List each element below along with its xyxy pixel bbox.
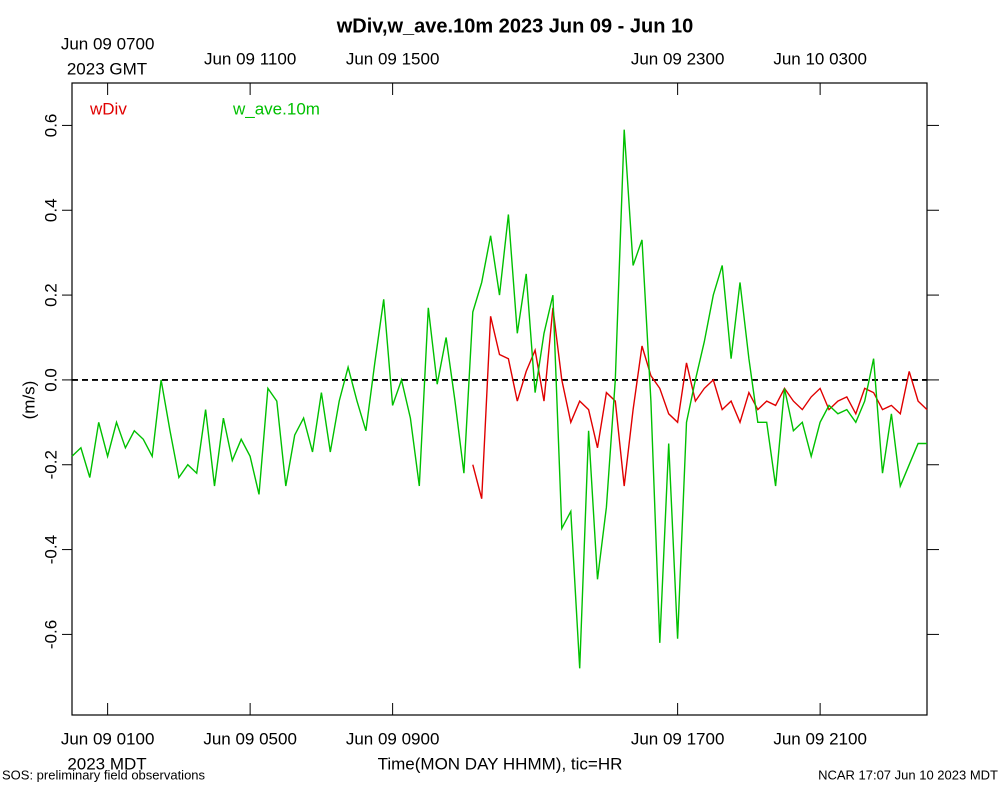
- y-tick-label: 0.4: [41, 198, 60, 222]
- x2-tick-label: Jun 09 1500: [346, 49, 440, 68]
- x-axis-label: Time(MON DAY HHMM), tic=HR: [378, 754, 623, 773]
- legend-label: wDiv: [89, 99, 127, 118]
- x2-tick-label: Jun 09 1100: [204, 49, 296, 68]
- y-tick-label: 0.0: [41, 368, 60, 392]
- x2-tick-label: Jun 09 0700: [61, 34, 155, 53]
- y-tick-label: -0.4: [41, 535, 60, 564]
- x-tick-label: Jun 09 0500: [203, 729, 297, 748]
- x2-tick-label: Jun 10 0300: [773, 49, 867, 68]
- y-tick-label: -0.6: [41, 620, 60, 649]
- y-tick-label: 0.2: [41, 283, 60, 307]
- x-corner-label: 2023 MDT: [67, 754, 146, 773]
- chart-title: wDiv,w_ave.10m 2023 Jun 09 - Jun 10: [336, 15, 693, 37]
- x-tick-label: Jun 09 2100: [773, 729, 867, 748]
- x-tick-label: Jun 09 1700: [631, 729, 725, 748]
- data-line: [472, 307, 928, 499]
- footer-right: NCAR 17:07 Jun 10 2023 MDT: [818, 767, 998, 782]
- y-tick-label: -0.2: [41, 450, 60, 479]
- y-tick-label: 0.6: [41, 114, 60, 138]
- x-tick-label: Jun 09 0900: [346, 729, 440, 748]
- y-axis-label: (m/s): [19, 381, 38, 420]
- footer-left: SOS: preliminary field observations: [2, 767, 206, 782]
- x2-corner-label: 2023 GMT: [67, 59, 147, 78]
- x-tick-label: Jun 09 0100: [61, 729, 155, 748]
- data-line: [71, 129, 927, 669]
- x2-tick-label: Jun 09 2300: [631, 49, 725, 68]
- legend-label: w_ave.10m: [232, 99, 320, 118]
- plot-frame: [71, 82, 928, 716]
